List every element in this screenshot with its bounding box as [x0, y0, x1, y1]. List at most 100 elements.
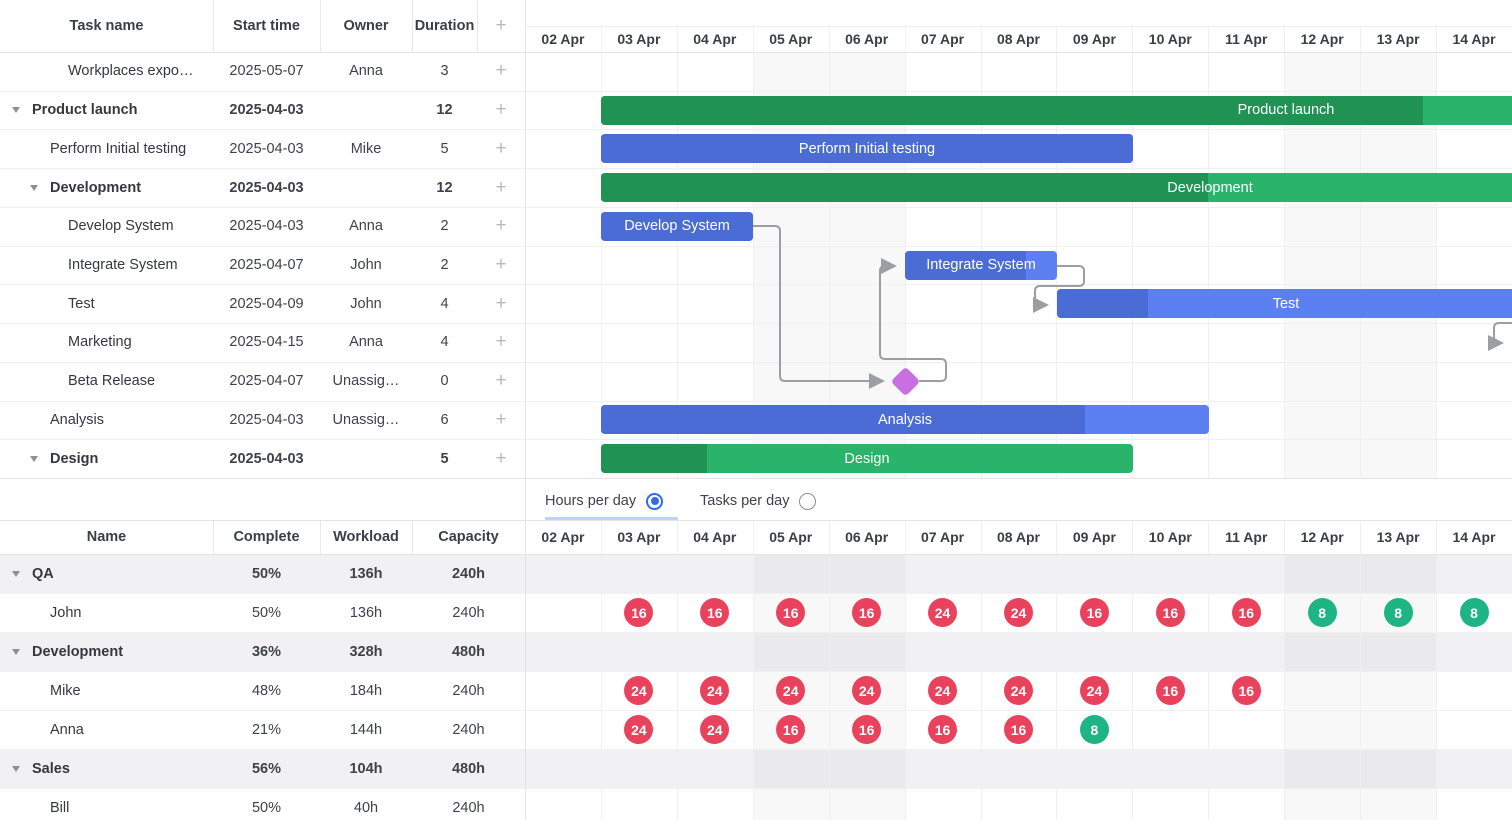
task-owner-cell[interactable]: Anna — [349, 334, 383, 351]
add-task-button[interactable]: + — [495, 137, 507, 159]
task-name-cell[interactable]: Workplaces expo… — [68, 63, 194, 80]
resource-workload-cell[interactable]: 136h — [349, 604, 383, 621]
column-header-complete[interactable]: Complete — [233, 529, 300, 545]
add-column-button[interactable]: + — [495, 15, 507, 36]
task-owner-cell[interactable] — [320, 91, 412, 130]
add-task-button[interactable]: + — [495, 292, 507, 314]
workload-day-badge[interactable]: 24 — [624, 715, 654, 744]
task-owner-cell[interactable] — [320, 439, 412, 478]
task-name-cell[interactable]: Integrate System — [68, 256, 178, 273]
workload-day-badge[interactable]: 24 — [1004, 676, 1033, 705]
toggle-hours-per-day[interactable]: Hours per day — [545, 486, 678, 520]
collapse-caret-icon[interactable] — [12, 648, 20, 655]
resource-name-cell[interactable]: Anna — [50, 721, 84, 738]
task-name-cell[interactable]: Product launch — [32, 102, 138, 119]
collapse-caret-icon[interactable] — [30, 184, 38, 191]
resource-complete-cell[interactable]: 21% — [251, 721, 282, 738]
column-header-workload[interactable]: Workload — [333, 529, 399, 545]
gantt-bar[interactable]: Product launch — [601, 95, 1512, 125]
resource-capacity-cell[interactable]: 480h — [451, 760, 486, 777]
task-duration-cell[interactable]: 5 — [440, 140, 449, 157]
workload-day-badge[interactable]: 24 — [928, 676, 958, 705]
task-duration-cell[interactable]: 2 — [440, 256, 449, 273]
workload-day-badge[interactable]: 16 — [776, 715, 806, 744]
task-duration-cell[interactable]: 3 — [440, 63, 449, 80]
workload-day-badge[interactable]: 24 — [852, 676, 882, 705]
workload-day-badge[interactable]: 8 — [1079, 715, 1109, 744]
task-start-cell[interactable]: 2025-04-07 — [229, 256, 304, 273]
task-start-cell[interactable]: 2025-04-03 — [229, 179, 304, 196]
task-start-cell[interactable]: 2025-04-03 — [229, 140, 304, 157]
toggle-tasks-per-day[interactable]: Tasks per day — [700, 486, 817, 516]
resource-name-cell[interactable]: Sales — [32, 760, 70, 777]
workload-day-badge[interactable]: 8 — [1307, 598, 1337, 627]
resource-workload-cell[interactable]: 104h — [349, 760, 383, 777]
task-owner-cell[interactable]: Anna — [349, 218, 383, 235]
add-task-button[interactable]: + — [495, 176, 507, 198]
task-start-cell[interactable]: 2025-04-03 — [229, 218, 304, 235]
resource-capacity-cell[interactable]: 240h — [452, 721, 485, 738]
task-owner-cell[interactable] — [320, 168, 412, 207]
workload-day-badge[interactable]: 16 — [928, 715, 958, 744]
task-start-cell[interactable]: 2025-04-09 — [229, 295, 304, 312]
resource-name-cell[interactable]: Bill — [50, 799, 70, 816]
task-start-cell[interactable]: 2025-04-07 — [229, 373, 304, 390]
task-duration-cell[interactable]: 0 — [440, 373, 449, 390]
workload-day-badge[interactable]: 24 — [624, 676, 654, 705]
workload-day-badge[interactable]: 8 — [1383, 598, 1413, 627]
gantt-bar[interactable]: Integrate System — [905, 250, 1057, 280]
resource-workload-cell[interactable]: 136h — [349, 565, 383, 582]
task-owner-cell[interactable]: Anna — [349, 63, 383, 80]
task-name-cell[interactable]: Beta Release — [68, 373, 156, 390]
resource-name-cell[interactable]: QA — [32, 565, 54, 582]
task-start-cell[interactable]: 2025-04-03 — [229, 411, 304, 428]
collapse-caret-icon[interactable] — [12, 765, 20, 772]
resource-workload-cell[interactable]: 184h — [349, 682, 383, 699]
workload-day-badge[interactable]: 24 — [1004, 598, 1033, 627]
task-start-cell[interactable]: 2025-04-03 — [229, 102, 304, 119]
workload-day-badge[interactable]: 16 — [1004, 715, 1033, 744]
task-duration-cell[interactable]: 4 — [440, 334, 449, 351]
add-task-button[interactable]: + — [495, 370, 507, 392]
gantt-bar[interactable]: Develop System — [601, 211, 753, 241]
task-start-cell[interactable]: 2025-05-07 — [229, 63, 304, 80]
workload-day-badge[interactable]: 16 — [852, 715, 882, 744]
task-owner-cell[interactable]: Mike — [350, 140, 382, 157]
resource-complete-cell[interactable]: 50% — [251, 799, 282, 816]
workload-day-badge[interactable]: 16 — [1079, 598, 1109, 627]
collapse-caret-icon[interactable] — [12, 570, 20, 577]
resource-complete-cell[interactable]: 50% — [251, 604, 282, 621]
gantt-bar[interactable]: Analysis — [601, 405, 1209, 435]
resource-capacity-cell[interactable]: 240h — [452, 604, 485, 621]
resource-workload-cell[interactable]: 144h — [349, 721, 383, 738]
workload-day-badge[interactable]: 16 — [1155, 598, 1185, 627]
workload-day-badge[interactable]: 24 — [700, 715, 730, 744]
gantt-bar[interactable]: Development — [601, 173, 1512, 203]
workload-day-badge[interactable]: 16 — [1155, 676, 1185, 705]
workload-day-badge[interactable]: 24 — [928, 598, 958, 627]
gantt-bar[interactable]: Perform Initial testing — [601, 134, 1133, 164]
column-header-owner[interactable]: Owner — [343, 18, 389, 34]
task-duration-cell[interactable]: 12 — [436, 179, 453, 196]
add-task-button[interactable]: + — [495, 60, 507, 82]
resource-complete-cell[interactable]: 48% — [251, 682, 282, 699]
task-owner-cell[interactable]: Unassig… — [332, 411, 400, 428]
workload-day-badge[interactable]: 8 — [1459, 598, 1489, 627]
add-task-button[interactable]: + — [495, 253, 507, 275]
resource-workload-cell[interactable]: 40h — [353, 799, 379, 816]
resource-complete-cell[interactable]: 50% — [251, 565, 282, 582]
add-task-button[interactable]: + — [495, 99, 507, 121]
resource-complete-cell[interactable]: 56% — [251, 760, 282, 777]
workload-day-badge[interactable]: 16 — [700, 598, 730, 627]
task-name-cell[interactable]: Design — [50, 450, 99, 467]
column-header-capacity[interactable]: Capacity — [438, 529, 499, 545]
resource-name-cell[interactable]: Development — [32, 643, 124, 660]
add-task-button[interactable]: + — [495, 215, 507, 237]
task-duration-cell[interactable]: 5 — [440, 450, 449, 467]
resource-complete-cell[interactable]: 36% — [251, 643, 282, 660]
resource-name-cell[interactable]: John — [50, 604, 82, 621]
gantt-bar[interactable]: Test — [1057, 289, 1512, 319]
column-header-start-time[interactable]: Start time — [233, 18, 300, 34]
task-name-cell[interactable]: Marketing — [68, 334, 132, 351]
collapse-caret-icon[interactable] — [12, 107, 20, 114]
